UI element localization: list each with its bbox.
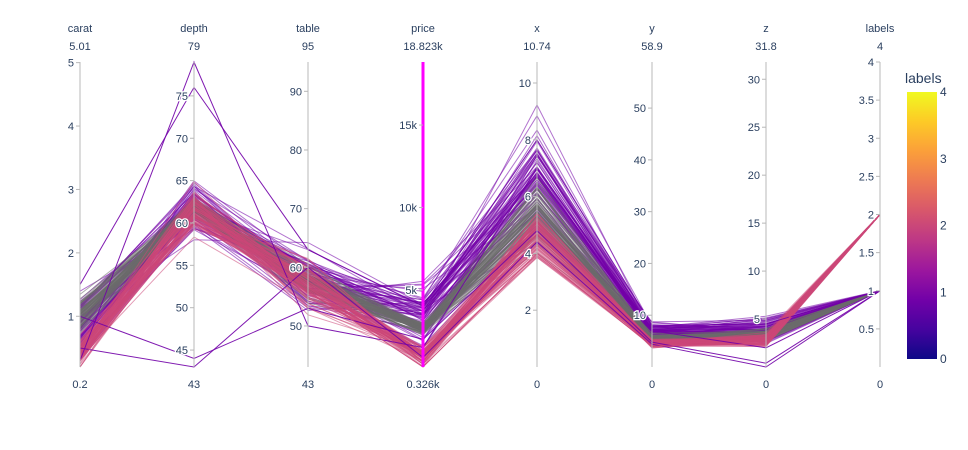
tick-label: 10k xyxy=(399,202,417,214)
tick-label: 8 xyxy=(525,135,531,147)
axis-labels[interactable]: labels 4 0 0.5 1 1.5 2 2.5 3 3.5 4 xyxy=(857,23,895,391)
axis-x[interactable]: x 10.74 0 2 4 6 8 10 xyxy=(518,23,551,391)
axis-max-label: 79 xyxy=(188,41,200,53)
colorbar-title: labels xyxy=(905,70,942,86)
tick-label: 2 xyxy=(525,305,531,317)
data-line xyxy=(79,214,881,362)
tick-label: 65 xyxy=(176,176,188,188)
axis-max-label: 4 xyxy=(877,41,883,53)
tick-label: 75 xyxy=(176,91,188,103)
axis-min-label: 0.2 xyxy=(72,379,87,391)
axis-table[interactable]: table 95 43 50 60 70 80 90 xyxy=(289,23,320,391)
tick-label: 5 xyxy=(754,314,760,326)
axis-carat[interactable]: carat 5.01 0.2 1 2 3 4 5 xyxy=(67,23,93,391)
axis-price[interactable]: price 18.823k 0.326k 5k 10k 15k xyxy=(398,23,443,391)
axis-depth[interactable]: depth 79 43 45 50 55 60 65 70 75 xyxy=(175,23,208,391)
tick-label: 80 xyxy=(290,145,302,157)
colorbar-tick-label: 2 xyxy=(940,219,947,233)
tick-label: 40 xyxy=(634,155,646,167)
outlier-line xyxy=(79,230,881,364)
colorbar-tick-label: 4 xyxy=(940,85,947,99)
colorbar: labels 0 1 2 3 4 xyxy=(905,70,947,366)
tick-label: 1 xyxy=(868,286,874,298)
axis-max-label: 58.9 xyxy=(641,41,662,53)
tick-label: 15 xyxy=(748,218,760,230)
tick-label: 1 xyxy=(68,311,74,323)
data-line xyxy=(79,166,881,331)
tick-label: 2.5 xyxy=(859,171,874,183)
tick-label: 4 xyxy=(868,57,874,69)
axis-max-label: 10.74 xyxy=(523,41,551,53)
tick-label: 4 xyxy=(68,121,74,133)
tick-label: 10 xyxy=(748,266,760,278)
outlier-line xyxy=(79,60,881,361)
tick-label: 30 xyxy=(634,207,646,219)
axis-min-label: 0 xyxy=(649,379,655,391)
axis-title: labels xyxy=(866,23,895,35)
tick-label: 60 xyxy=(176,218,188,230)
tick-label: 5k xyxy=(405,285,417,297)
tick-label: 30 xyxy=(748,74,760,86)
tick-label: 20 xyxy=(634,258,646,270)
data-line xyxy=(79,209,881,357)
axis-max-label: 18.823k xyxy=(403,41,443,53)
axis-max-label: 95 xyxy=(302,41,314,53)
axis-min-label: 43 xyxy=(302,379,314,391)
tick-label: 10 xyxy=(519,78,531,90)
polyline-layer xyxy=(79,60,881,368)
axis-title: z xyxy=(763,23,769,35)
tick-label: 3 xyxy=(68,184,74,196)
axis-min-label: 0 xyxy=(534,379,540,391)
axis-y[interactable]: y 58.9 0 10 20 30 40 50 xyxy=(633,23,663,391)
tick-label: 70 xyxy=(290,204,302,216)
tick-label: 15k xyxy=(399,120,417,132)
axis-min-label: 0 xyxy=(763,379,769,391)
cluster-1-lines xyxy=(79,103,881,360)
tick-label: 55 xyxy=(176,260,188,272)
tick-label: 3.5 xyxy=(859,95,874,107)
tick-label: 45 xyxy=(176,345,188,357)
axis-title: x xyxy=(534,23,540,35)
colorbar-gradient xyxy=(907,92,937,359)
tick-label: 25 xyxy=(748,122,760,134)
cluster-2-lines xyxy=(79,180,881,368)
tick-label: 1.5 xyxy=(859,248,874,260)
axis-title: carat xyxy=(68,23,92,35)
outlier-line xyxy=(79,86,881,327)
colorbar-tick-label: 3 xyxy=(940,152,947,166)
tick-label: 90 xyxy=(290,86,302,98)
axis-min-label: 43 xyxy=(188,379,200,391)
axis-min-label: 0 xyxy=(877,379,883,391)
tick-label: 6 xyxy=(525,192,531,204)
colorbar-tick-label: 1 xyxy=(940,285,947,299)
axes-layer: carat5.010.212345depth794345505560657075… xyxy=(67,23,895,391)
tick-label: 50 xyxy=(634,103,646,115)
tick-label: 50 xyxy=(290,321,302,333)
outlier-line xyxy=(79,214,881,368)
data-line xyxy=(79,208,881,360)
tick-label: 70 xyxy=(176,133,188,145)
tick-label: 4 xyxy=(525,248,531,260)
tick-label: 60 xyxy=(290,262,302,274)
colorbar-tick-label: 0 xyxy=(940,352,947,366)
tick-label: 2 xyxy=(68,248,74,260)
data-line xyxy=(79,214,881,354)
tick-label: 50 xyxy=(176,303,188,315)
axis-min-label: 0.326k xyxy=(406,379,440,391)
axis-title: depth xyxy=(180,23,208,35)
axis-title: y xyxy=(649,23,655,35)
axis-title: price xyxy=(411,23,435,35)
tick-label: 3 xyxy=(868,133,874,145)
axis-title: table xyxy=(296,23,320,35)
tick-label: 2 xyxy=(868,210,874,222)
axis-max-label: 31.8 xyxy=(755,41,776,53)
tick-label: 20 xyxy=(748,170,760,182)
axis-max-label: 5.01 xyxy=(69,41,90,53)
tick-label: 0.5 xyxy=(859,324,874,336)
tick-label: 10 xyxy=(634,310,646,322)
axis-z[interactable]: z 31.8 0 5 10 15 20 25 30 xyxy=(747,23,777,391)
tick-label: 5 xyxy=(68,58,74,70)
